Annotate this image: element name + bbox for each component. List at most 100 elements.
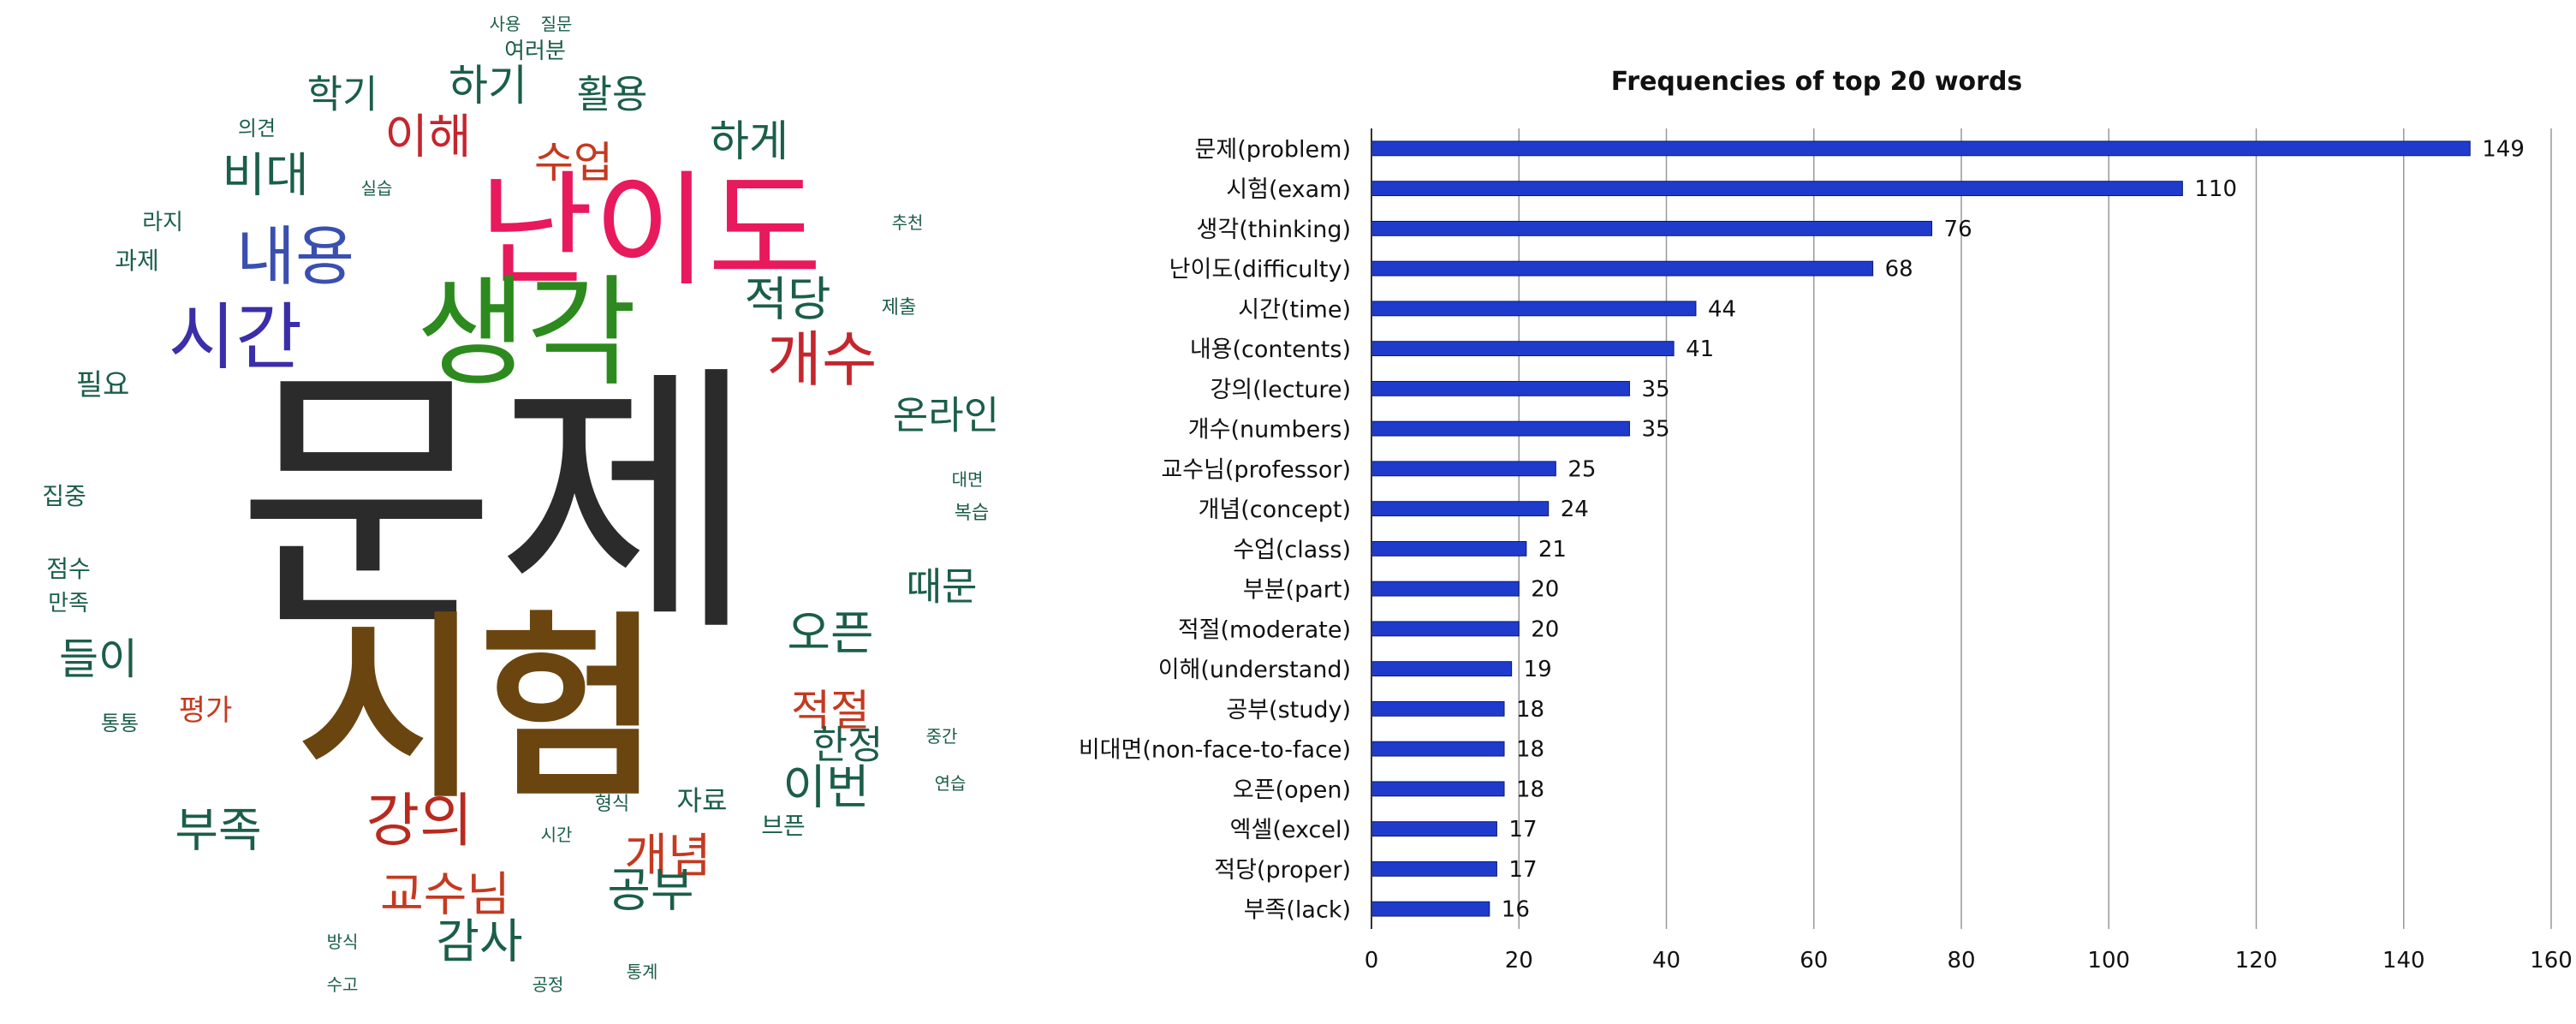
cloud-word: 사용 bbox=[489, 14, 521, 34]
cloud-word: 시간 bbox=[168, 295, 303, 381]
cloud-word: 문제 bbox=[236, 341, 757, 670]
cloud-word: 라지 bbox=[142, 210, 183, 235]
cloud-word: 하게 bbox=[710, 116, 788, 166]
cloud-word: 교수님 bbox=[380, 866, 510, 922]
category-label: 개수(numbers) bbox=[1188, 417, 1351, 444]
cloud-word: 형식 bbox=[594, 794, 630, 815]
bar bbox=[1371, 700, 1505, 717]
frequency-bar-chart: Frequencies of top 20 words 149 110 76 68 44… bbox=[1053, 0, 2576, 1024]
cloud-word: 통통 bbox=[100, 711, 140, 735]
category-label: 적당(proper) bbox=[1214, 857, 1351, 884]
category-label: 공부(study) bbox=[1226, 697, 1351, 723]
bar-value-label: 149 bbox=[2482, 136, 2525, 162]
bar-value-label: 41 bbox=[1686, 336, 1714, 362]
category-label: 내용(contents) bbox=[1190, 336, 1351, 363]
bar-value-label: 35 bbox=[1641, 377, 1669, 402]
cloud-word: 여러분 bbox=[504, 39, 566, 64]
bar-value-label: 68 bbox=[1885, 257, 1913, 283]
bar bbox=[1371, 741, 1505, 757]
x-tick-label: 80 bbox=[1947, 948, 1975, 973]
cloud-word: 공부 bbox=[607, 862, 694, 918]
bar-value-label: 21 bbox=[1538, 537, 1567, 563]
category-label: 생각(thinking) bbox=[1197, 217, 1351, 243]
cloud-word: 평가 bbox=[178, 694, 233, 728]
cloud-word: 시간 bbox=[540, 825, 573, 845]
category-label: 시간(time) bbox=[1238, 296, 1351, 323]
cloud-word: 하기 bbox=[449, 61, 527, 110]
cloud-word: 통계 bbox=[626, 961, 658, 982]
category-label: 오픈(open) bbox=[1233, 777, 1351, 803]
cloud-word: 개수 bbox=[766, 324, 878, 395]
cloud-word: 방식 bbox=[326, 932, 359, 952]
cloud-word: 수업 bbox=[534, 138, 613, 188]
x-tick-labels: 0 20 40 60 80 100 120 140 160 bbox=[1365, 948, 2573, 973]
cloud-word: 감사 bbox=[436, 914, 523, 969]
x-tick-label: 120 bbox=[2235, 948, 2278, 973]
category-label: 엑셀(excel) bbox=[1230, 817, 1351, 843]
chart-title: Frequencies of top 20 words bbox=[1611, 67, 2023, 97]
cloud-word: 적절 bbox=[791, 686, 870, 735]
x-tick-label: 60 bbox=[1800, 948, 1828, 973]
bar bbox=[1371, 580, 1520, 597]
category-labels: 문제(problem) 시험(exam) 생각(thinking) 난이도(diffi… bbox=[1079, 136, 1351, 923]
category-label: 난이도(difficulty) bbox=[1169, 257, 1351, 283]
x-tick-label: 100 bbox=[2087, 948, 2130, 973]
bar-value-label: 19 bbox=[1524, 657, 1552, 682]
category-label: 부분(part) bbox=[1243, 577, 1351, 604]
cloud-word: 내용 bbox=[235, 218, 355, 295]
cloud-word: 강의 bbox=[366, 788, 473, 855]
bar bbox=[1371, 420, 1630, 437]
cloud-word: 학기 bbox=[306, 71, 378, 117]
x-tick-label: 20 bbox=[1505, 948, 1533, 973]
cloud-word: 때문 bbox=[906, 563, 978, 610]
cloud-word: 수고 bbox=[326, 974, 359, 995]
category-label: 적절(moderate) bbox=[1178, 616, 1351, 643]
bar bbox=[1371, 540, 1527, 557]
bar-value-label: 110 bbox=[2194, 176, 2237, 202]
cloud-word: 브픈 bbox=[761, 812, 806, 840]
cloud-word: 의견 bbox=[237, 116, 277, 140]
cloud-word: 오픈 bbox=[787, 605, 874, 661]
bar bbox=[1371, 220, 1933, 236]
grid-lines bbox=[1518, 128, 2552, 929]
bar-value-label: 17 bbox=[1508, 857, 1537, 883]
category-label: 이해(understand) bbox=[1158, 657, 1351, 683]
bar-value-label: 76 bbox=[1944, 217, 1972, 242]
cloud-word: 공정 bbox=[532, 974, 564, 995]
bar-value-label: 18 bbox=[1516, 777, 1544, 802]
bar bbox=[1371, 301, 1697, 317]
cloud-word: 집중 bbox=[42, 482, 86, 510]
cloud-word: 비대 bbox=[222, 147, 309, 203]
bar bbox=[1371, 181, 2183, 197]
x-tick-label: 40 bbox=[1652, 948, 1681, 973]
x-tick-label: 0 bbox=[1365, 948, 1379, 973]
cloud-word: 개념 bbox=[624, 828, 711, 884]
cloud-word: 한정 bbox=[812, 722, 883, 768]
cloud-word: 난이도 bbox=[479, 158, 823, 304]
bar bbox=[1371, 661, 1513, 677]
cloud-word: 이번 bbox=[782, 759, 870, 815]
cloud-word: 온라인 bbox=[892, 392, 1000, 438]
cloud-word: 중간 bbox=[925, 726, 958, 747]
x-tick-label: 160 bbox=[2530, 948, 2573, 973]
cloud-word: 제출 bbox=[881, 297, 917, 319]
cloud-word: 적당 bbox=[744, 271, 831, 327]
bar-value-label: 24 bbox=[1561, 497, 1589, 522]
cloud-word: 시험 bbox=[298, 596, 661, 825]
cloud-word: 대면 bbox=[951, 469, 984, 490]
bar-value-label: 20 bbox=[1531, 577, 1559, 603]
cloud-word: 만족 bbox=[48, 591, 89, 616]
category-label: 시험(exam) bbox=[1226, 176, 1351, 203]
word-cloud: 문제 시험 난이도 생각 시간 내용 개수 강의 비대 이해 적당 수업 하게 하기 학기 활용 온라인 때문 오픈… bbox=[0, 0, 1053, 1024]
bar-value-label: 18 bbox=[1516, 737, 1544, 763]
cloud-word: 실습 bbox=[360, 178, 393, 199]
bar bbox=[1371, 860, 1497, 877]
bar bbox=[1371, 501, 1550, 517]
category-label: 교수님(professor) bbox=[1161, 456, 1351, 483]
bar-series: 149 110 76 68 44 41 35 35 25 24 21 20 20 19 18 18 18 17 17… bbox=[1371, 136, 2525, 923]
bar bbox=[1371, 461, 1556, 477]
bar bbox=[1371, 901, 1490, 917]
category-label: 문제(problem) bbox=[1195, 136, 1351, 163]
bar bbox=[1371, 380, 1630, 396]
cloud-word: 자료 bbox=[676, 784, 728, 817]
